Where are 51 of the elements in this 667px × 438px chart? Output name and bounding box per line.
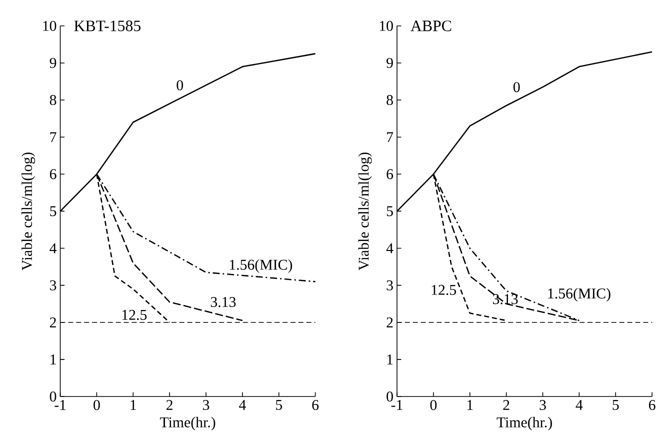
x-tick-label: -1 [54, 400, 66, 410]
x-tick-label: 5 [276, 400, 282, 410]
y-tick-label: 10 [380, 20, 393, 31]
y-tick-label: 8 [50, 94, 56, 105]
chart-title: ABPC [410, 20, 452, 32]
y-tick-label: 4 [386, 243, 394, 253]
x-tick-label: 3 [203, 400, 210, 410]
y-tick-label: 7 [50, 132, 56, 142]
series-label: 1.56(MIC) [548, 288, 610, 302]
x-tick-label: 4 [576, 400, 583, 410]
y-tick-label: 5 [386, 206, 393, 216]
chart-title: KBT-1585 [74, 20, 140, 32]
x-tick-label: 3 [540, 400, 546, 410]
y-tick-label: 6 [386, 168, 394, 179]
y-tick-label: 5 [50, 206, 56, 216]
y-tick-label: 3 [386, 280, 393, 290]
y-tick-label: 1 [387, 354, 393, 364]
series-label: 1.56(MIC) [230, 259, 292, 273]
y-tick-label: 0 [386, 391, 393, 402]
x-tick-label: 4 [239, 400, 246, 410]
x-tick-label: 2 [166, 400, 172, 410]
series-label: 12.5 [122, 310, 147, 320]
series-label: 0 [513, 82, 520, 92]
y-tick-label: 4 [50, 243, 57, 253]
x-tick-label: 0 [94, 400, 100, 410]
x-tick-label: 1 [130, 400, 136, 410]
y-tick-label: 3 [50, 280, 56, 290]
x-tick-label: 6 [312, 400, 319, 410]
x-tick-label: 1 [467, 400, 473, 410]
x-axis-title: Time(hr.) [496, 416, 552, 430]
y-tick-label: 10 [43, 20, 56, 31]
x-tick-label: 6 [648, 400, 656, 410]
x-tick-label: -1 [391, 400, 402, 410]
x-tick-label: 2 [503, 400, 510, 410]
y-axis-title: Viable cells/ml(log) [22, 152, 36, 270]
y-axis-title: Viable cells/ml(log) [358, 152, 372, 270]
y-tick-label: 9 [50, 58, 56, 68]
y-tick-label: 7 [387, 132, 394, 142]
y-tick-label: 6 [50, 168, 56, 179]
series-label: 0 [176, 80, 184, 90]
y-tick-label: 0 [50, 391, 56, 402]
series-label: 3.13 [210, 296, 236, 307]
y-tick-label: 8 [386, 94, 393, 105]
y-tick-label: 2 [386, 317, 393, 328]
y-tick-label: 2 [50, 317, 56, 328]
y-tick-label: 9 [386, 58, 393, 68]
x-axis-title: Time(hr.) [160, 416, 216, 430]
y-tick-label: 1 [50, 354, 56, 364]
x-tick-label: 5 [612, 400, 619, 410]
x-tick-label: 0 [430, 400, 437, 410]
series-label: 12.5 [432, 284, 456, 295]
